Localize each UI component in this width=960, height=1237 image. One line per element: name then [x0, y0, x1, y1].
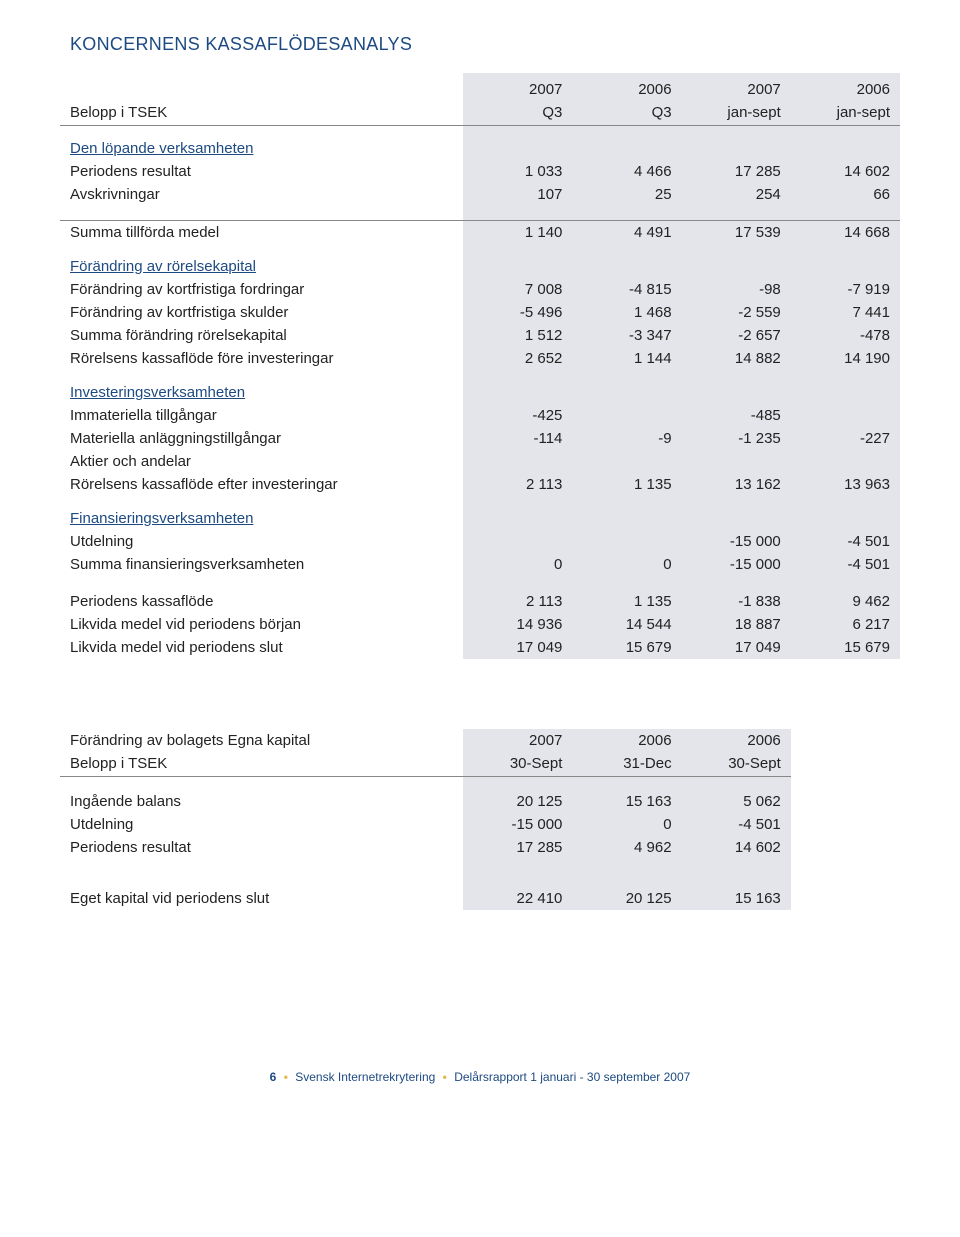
separator-dot-icon: • — [439, 1070, 451, 1084]
page-title: KONCERNENS KASSAFLÖDESANALYS — [70, 34, 900, 55]
table-row: Likvida medel vid periodens början 14 93… — [60, 613, 900, 636]
table-header-row-1: Förändring av bolagets Egna kapital 2007… — [60, 729, 900, 752]
table-row: Förändring av kortfristiga skulder -5 49… — [60, 301, 900, 324]
footer-company: Svensk Internetrekrytering — [295, 1070, 435, 1084]
table-row: Summa förändring rörelsekapital 1 512 -3… — [60, 324, 900, 347]
col-2007-q3: 2007 — [463, 73, 572, 101]
table-row-subtotal: Summa tillförda medel 1 140 4 491 17 539… — [60, 220, 900, 244]
table-row: Ingående balans 20 125 15 163 5 062 — [60, 790, 900, 813]
table-row: Periodens kassaflöde 2 113 1 135 -1 838 … — [60, 590, 900, 613]
footer-report: Delårsrapport 1 januari - 30 september 2… — [454, 1070, 690, 1084]
table-row: Utdelning -15 000 -4 501 — [60, 530, 900, 553]
table-row: Summa finansieringsverksamheten 0 0 -15 … — [60, 553, 900, 576]
table-row: Rörelsens kassaflöde efter investeringar… — [60, 473, 900, 496]
page-footer: 6 • Svensk Internetrekrytering • Delårsr… — [60, 1070, 900, 1084]
equity-table: Förändring av bolagets Egna kapital 2007… — [60, 729, 900, 911]
table-row: Förändring av kortfristiga fordringar 7 … — [60, 278, 900, 301]
section-financing: Finansieringsverksamheten — [60, 496, 900, 530]
table-header-row-2: Belopp i TSEK Q3 Q3 jan-sept jan-sept — [60, 101, 900, 126]
separator-dot-icon: • — [280, 1070, 292, 1084]
table-row: Materiella anläggningstillgångar -114 -9… — [60, 427, 900, 450]
section-investing: Investeringsverksamheten — [60, 370, 900, 404]
table-row: Aktier och andelar — [60, 450, 900, 473]
table-row: Likvida medel vid periodens slut 17 049 … — [60, 636, 900, 659]
table-row: Eget kapital vid periodens slut 22 410 2… — [60, 887, 900, 910]
page-number: 6 — [270, 1070, 277, 1084]
col-2006-q3: 2006 — [572, 73, 681, 101]
table-row: Utdelning -15 000 0 -4 501 — [60, 813, 900, 836]
unit-label: Belopp i TSEK — [60, 752, 463, 777]
table-header-row-2: Belopp i TSEK 30-Sept 31-Dec 30-Sept — [60, 752, 900, 777]
table-row: Avskrivningar 107 25 254 66 — [60, 183, 900, 206]
col-2006-jansept: 2006 — [791, 73, 900, 101]
section-operating: Den löpande verksamheten — [60, 126, 900, 161]
table-header-row-1: 2007 2006 2007 2006 — [60, 73, 900, 101]
cashflow-table: 2007 2006 2007 2006 Belopp i TSEK Q3 Q3 … — [60, 73, 900, 659]
table-row: Rörelsens kassaflöde före investeringar … — [60, 347, 900, 370]
col-2007-jansept: 2007 — [682, 73, 791, 101]
unit-label: Belopp i TSEK — [60, 101, 463, 126]
section-working-capital: Förändring av rörelsekapital — [60, 244, 900, 278]
table-row: Periodens resultat 17 285 4 962 14 602 — [60, 836, 900, 859]
table-row: Immateriella tillgångar -425 -485 — [60, 404, 900, 427]
table-row: Periodens resultat 1 033 4 466 17 285 14… — [60, 160, 900, 183]
